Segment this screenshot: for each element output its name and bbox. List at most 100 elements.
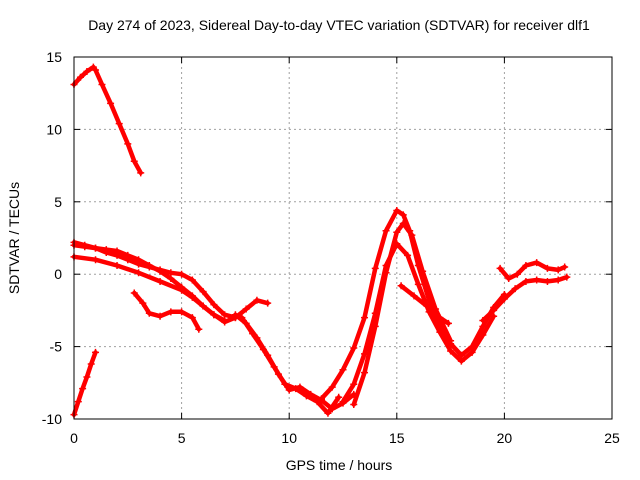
data-point <box>113 251 121 259</box>
data-point <box>522 277 530 285</box>
data-point <box>98 81 106 89</box>
data-point <box>513 270 521 278</box>
data-point <box>328 383 336 391</box>
data-point <box>339 398 347 406</box>
data-point <box>199 288 207 296</box>
data-point <box>393 206 401 214</box>
data-point <box>231 311 239 319</box>
data-point <box>92 244 100 252</box>
data-point <box>317 395 325 403</box>
data-point <box>145 309 153 317</box>
data-point <box>242 305 250 313</box>
chart-title: Day 274 of 2023, Sidereal Day-to-day VTE… <box>88 17 590 33</box>
data-point <box>350 401 358 409</box>
data-point <box>410 292 418 300</box>
data-point <box>479 317 487 325</box>
y-tick-label: 15 <box>46 49 62 65</box>
data-point <box>522 262 530 270</box>
data-point <box>423 302 431 310</box>
data-point <box>292 385 300 393</box>
data-point <box>408 231 416 239</box>
data-point <box>188 314 196 322</box>
data-point <box>130 289 138 297</box>
data-point <box>371 264 379 272</box>
data-point <box>178 286 186 294</box>
data-point <box>382 269 390 277</box>
data-point <box>124 140 132 148</box>
data-point <box>361 369 369 377</box>
data-point <box>533 259 541 267</box>
data-point <box>195 325 203 333</box>
x-tick-label: 0 <box>70 430 78 446</box>
data-point <box>115 120 123 128</box>
data-point <box>139 299 147 307</box>
data-point <box>199 302 207 310</box>
data-point <box>79 385 87 393</box>
data-point <box>259 345 267 353</box>
plot-frame <box>73 56 613 420</box>
data-point <box>397 282 405 290</box>
data-point <box>102 248 110 256</box>
data-point <box>561 263 569 271</box>
data-point <box>554 276 562 284</box>
data-point <box>76 73 84 81</box>
data-point <box>221 311 229 319</box>
data-point <box>156 312 164 320</box>
data-point <box>457 357 465 365</box>
y-tick-label: -10 <box>42 411 62 427</box>
data-point <box>83 67 91 75</box>
data-point <box>92 66 100 74</box>
x-tick-label: 5 <box>178 430 186 446</box>
y-tick-label: 10 <box>46 121 62 137</box>
series-track-h <box>239 315 341 416</box>
data-point <box>511 285 519 293</box>
data-point <box>533 276 541 284</box>
data-point <box>83 373 91 381</box>
data-point <box>543 277 551 285</box>
data-point <box>87 360 95 368</box>
data-point <box>371 322 379 330</box>
data-point <box>92 256 100 264</box>
data-point <box>92 348 100 356</box>
y-tick-label: -5 <box>50 339 63 355</box>
data-point <box>404 251 412 259</box>
x-tick-label: 10 <box>281 430 297 446</box>
data-point <box>543 264 551 272</box>
data-point <box>270 363 278 371</box>
data-point <box>468 348 476 356</box>
data-point <box>436 328 444 336</box>
data-point <box>382 227 390 235</box>
data-point <box>210 301 218 309</box>
data-point <box>500 295 508 303</box>
axis-ticks: 0 5 10 15 20 25 -10 -5 0 5 10 15 <box>42 49 620 446</box>
data-point <box>167 269 175 277</box>
data-point <box>399 220 407 228</box>
data-point <box>414 280 422 288</box>
data-point <box>393 228 401 236</box>
data-point <box>479 331 487 339</box>
data-point <box>324 409 332 417</box>
data-series <box>70 63 571 419</box>
data-point <box>74 398 82 406</box>
data-point <box>210 311 218 319</box>
data-point <box>249 330 257 338</box>
data-point <box>505 275 513 283</box>
data-point <box>156 266 164 274</box>
data-point <box>81 241 89 249</box>
data-point <box>188 293 196 301</box>
data-point <box>135 260 143 268</box>
data-point <box>361 314 369 322</box>
data-point <box>496 264 504 272</box>
data-point <box>419 267 427 275</box>
x-tick-label: 20 <box>497 430 513 446</box>
data-point <box>335 393 343 401</box>
y-axis-title: SDTVAR / TECUs <box>6 182 22 294</box>
y-tick-label: 5 <box>54 194 62 210</box>
data-point <box>107 99 115 107</box>
x-axis-title: GPS time / hours <box>286 457 393 473</box>
data-point <box>156 277 164 285</box>
data-point <box>238 314 246 322</box>
data-point <box>178 270 186 278</box>
data-point <box>188 276 196 284</box>
